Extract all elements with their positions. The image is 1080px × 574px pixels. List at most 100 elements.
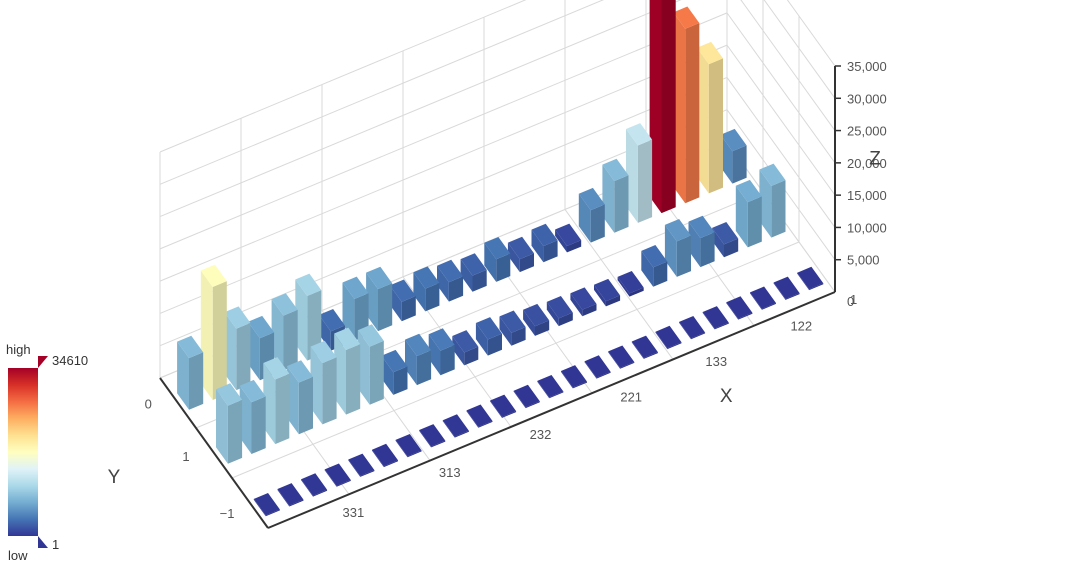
bar[interactable] <box>324 463 351 487</box>
visual-map-min-handle[interactable] <box>38 536 48 548</box>
bar[interactable] <box>712 222 739 258</box>
bar-side-face <box>442 420 455 438</box>
bar[interactable] <box>484 237 511 282</box>
bar[interactable] <box>773 276 800 300</box>
bar[interactable] <box>561 365 587 389</box>
bar-top-face <box>712 222 739 245</box>
bar-top-face <box>594 278 621 302</box>
bar-front-face <box>431 440 446 448</box>
bar[interactable] <box>277 483 304 507</box>
bar[interactable] <box>537 375 564 399</box>
bar[interactable] <box>295 273 322 361</box>
bar[interactable] <box>253 493 280 517</box>
bar[interactable] <box>735 179 762 248</box>
bar[interactable] <box>372 443 398 468</box>
bar[interactable] <box>602 158 629 233</box>
bar-side-face <box>248 321 260 381</box>
bar[interactable] <box>381 349 408 395</box>
bar[interactable] <box>679 316 706 340</box>
bar-front-face <box>416 350 432 386</box>
bar[interactable] <box>413 266 440 312</box>
visual-map[interactable]: 34610 1 high low <box>6 342 88 563</box>
bar[interactable] <box>531 223 558 263</box>
bar-top-face <box>679 316 706 339</box>
bar[interactable] <box>442 414 469 438</box>
visual-map-bar[interactable] <box>8 368 38 536</box>
bar[interactable] <box>608 345 635 369</box>
bar[interactable] <box>239 379 266 454</box>
bar-side-face <box>602 164 615 233</box>
bar-front-face <box>738 312 753 320</box>
bar[interactable] <box>271 293 298 371</box>
bar[interactable] <box>641 245 668 287</box>
bar[interactable] <box>617 271 644 297</box>
bar[interactable] <box>570 287 597 317</box>
bar[interactable] <box>720 128 747 184</box>
bar[interactable] <box>342 276 369 341</box>
grid-line-side-z <box>740 0 836 131</box>
visual-map-high-text: high <box>6 342 31 357</box>
bar[interactable] <box>655 325 682 350</box>
bar[interactable] <box>523 303 550 336</box>
bar[interactable] <box>626 123 653 223</box>
bar-front-face <box>393 366 408 395</box>
bar[interactable] <box>419 424 446 448</box>
bar[interactable] <box>310 340 337 425</box>
bar-front-face <box>724 238 739 258</box>
bar[interactable] <box>546 296 573 327</box>
bar[interactable] <box>702 306 729 330</box>
bar[interactable] <box>405 333 432 386</box>
bar[interactable] <box>263 357 290 445</box>
bar[interactable] <box>460 253 487 292</box>
bar[interactable] <box>200 264 227 400</box>
bar-front-face <box>464 346 479 366</box>
bar[interactable] <box>664 219 691 277</box>
bar[interactable] <box>475 317 502 356</box>
bar[interactable] <box>366 266 393 332</box>
bar[interactable] <box>759 163 786 238</box>
x-axis-line <box>267 291 836 529</box>
bar[interactable] <box>428 328 455 376</box>
bar[interactable] <box>286 360 313 435</box>
bar[interactable] <box>673 6 700 204</box>
bar[interactable] <box>584 355 611 379</box>
bar[interactable] <box>437 259 464 302</box>
bar[interactable] <box>334 327 361 415</box>
bar[interactable] <box>389 279 416 322</box>
bar[interactable] <box>797 266 824 291</box>
bar[interactable] <box>578 187 605 243</box>
bar-front-face <box>313 489 328 497</box>
bar[interactable] <box>490 394 517 418</box>
bar[interactable] <box>301 473 328 497</box>
bar-front-face <box>761 303 776 310</box>
bar-front-face <box>596 371 611 379</box>
bar[interactable] <box>631 335 658 359</box>
bar[interactable] <box>696 41 723 194</box>
bar-top-face <box>726 296 753 319</box>
bar[interactable] <box>507 236 534 273</box>
bar[interactable] <box>466 404 493 428</box>
bar[interactable] <box>499 310 526 346</box>
visual-map-max-handle[interactable] <box>38 356 48 368</box>
bar[interactable] <box>688 215 715 268</box>
bar[interactable] <box>395 434 422 458</box>
bar-top-face <box>641 245 668 268</box>
bar-top-face <box>720 128 747 152</box>
bar[interactable] <box>216 383 243 464</box>
bar[interactable] <box>750 286 776 310</box>
bar[interactable] <box>348 453 375 477</box>
bar[interactable] <box>555 223 582 253</box>
bar[interactable] <box>452 330 479 366</box>
bar-top-face <box>286 360 313 383</box>
bar[interactable] <box>357 324 384 405</box>
bar[interactable] <box>513 384 540 409</box>
bar[interactable] <box>224 306 251 391</box>
bar-top-face <box>673 6 700 29</box>
bar-top-face <box>561 365 587 388</box>
bar-top-face <box>310 340 337 364</box>
bar[interactable] <box>177 335 204 410</box>
bar[interactable] <box>649 0 676 214</box>
bar[interactable] <box>726 296 753 320</box>
bar[interactable] <box>594 278 621 307</box>
bar-front-face <box>407 450 422 458</box>
